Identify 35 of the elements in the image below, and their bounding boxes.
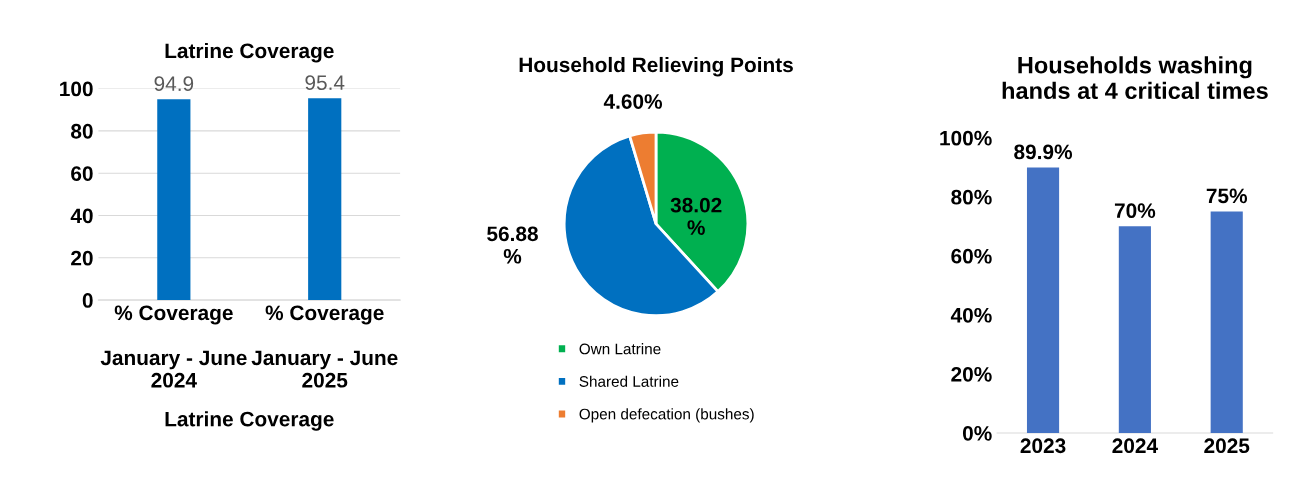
y-tick-label: 60% [951,248,992,264]
data-label: 70% [1114,203,1156,219]
chart-title: Household Relieving Points [519,56,793,77]
y-tick-label: 80% [951,189,992,205]
category-label: % Coverage January - June 2025 [251,305,398,388]
y-tick-label: 40% [950,307,992,323]
data-label: 95.4 [305,75,345,91]
bar [1026,167,1060,433]
y-tick-label: 100 [60,81,93,97]
data-label: 89.9% [1014,144,1073,160]
x-tick-label: 2023 [1020,438,1066,454]
bar [1210,211,1243,433]
data-label: 94.9 [154,76,194,92]
y-tick-label: 0 [82,293,93,308]
y-tick-label: 40 [70,208,93,224]
data-label: 75% [1206,188,1248,204]
x-tick-label: 2025 [1204,438,1250,454]
y-tick-label: 20% [951,366,992,382]
y-tick-label: 0% [962,425,992,441]
legend-label: Shared Latrine [579,375,679,387]
bar [1118,226,1151,433]
category-label: % Coverage January - June 2024 [100,305,247,388]
data-label: 38.02 % [670,197,722,235]
x-axis-title: Latrine Coverage [165,411,334,431]
y-tick-label: 80 [71,123,93,139]
data-label: 56.88 % [487,226,538,264]
data-label: 4.60% [603,94,663,109]
x-tick-label: 2024 [1112,438,1158,454]
y-tick-label: 60 [71,166,93,181]
legend-label: Own Latrine [579,343,661,355]
legend-label: Open defecation (bushes) [579,408,754,423]
chart-title: Households washing hands at 4 critical times [1002,56,1268,100]
chart-title: Latrine Coverage [165,42,334,63]
y-tick-label: 100% [940,130,992,146]
y-tick-label: 20 [71,250,93,266]
